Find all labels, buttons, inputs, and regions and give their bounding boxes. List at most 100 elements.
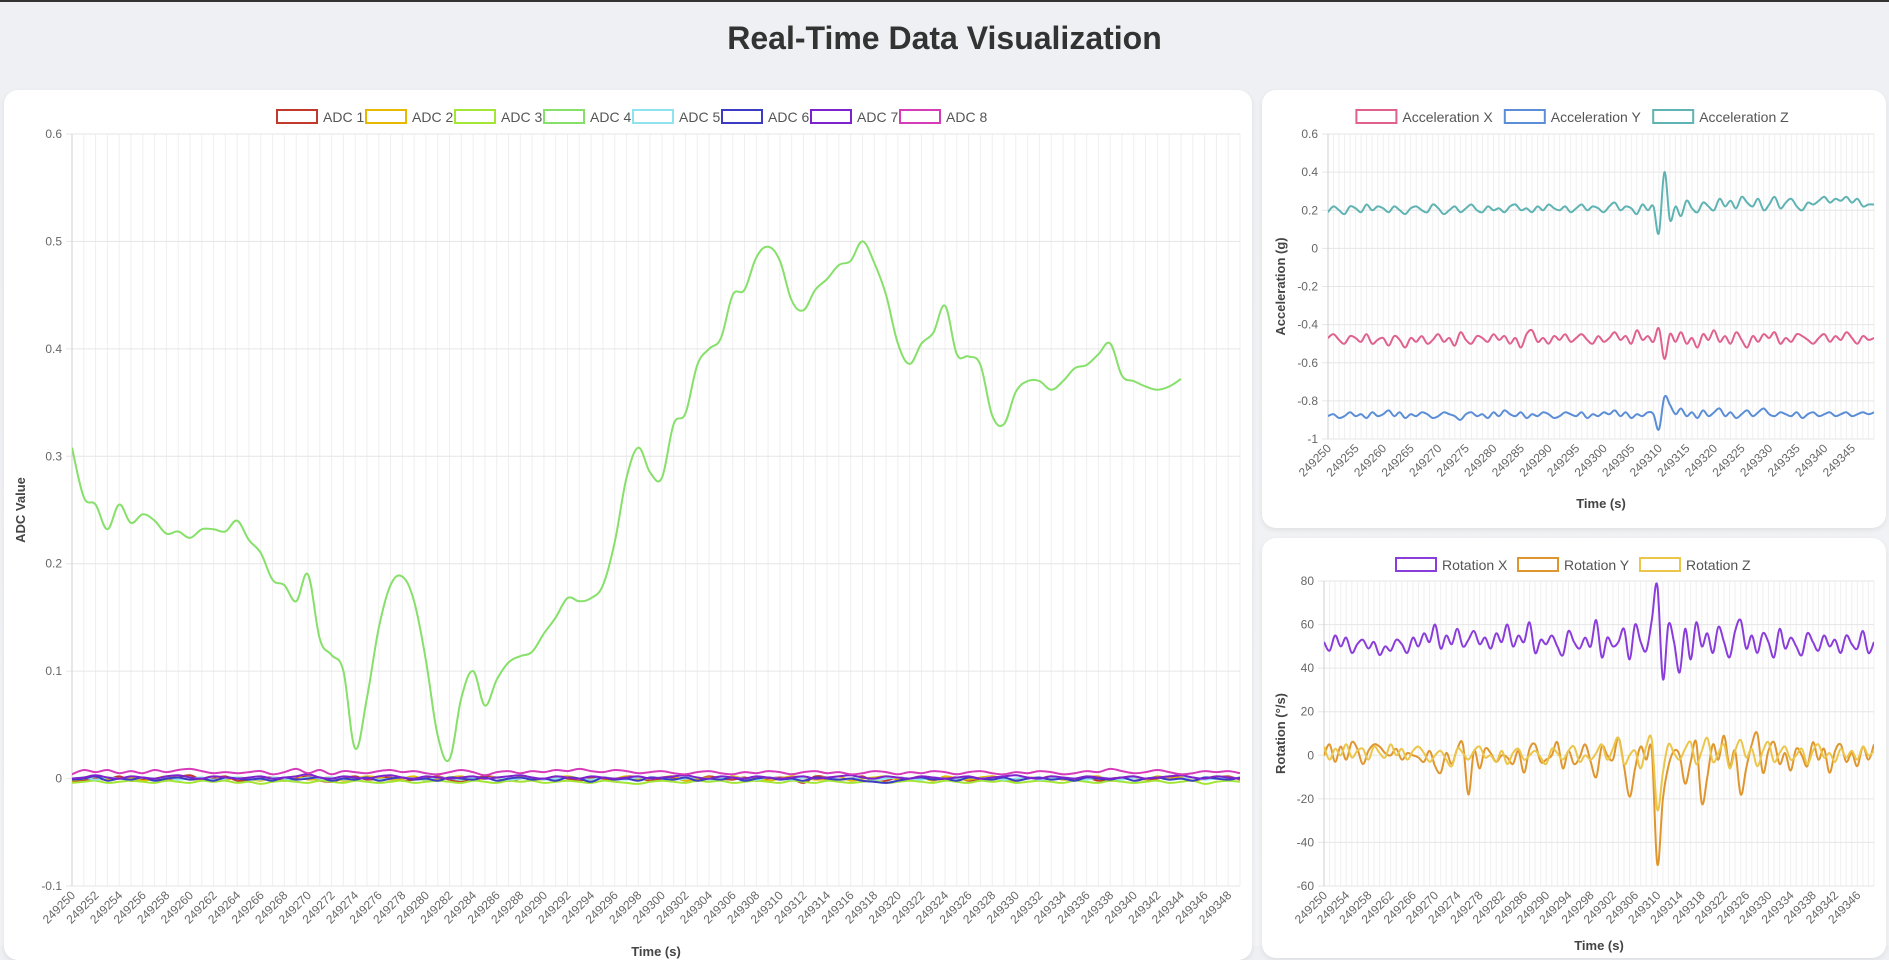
series-line: [72, 767, 1240, 777]
y-tick-labels: -60 -40 -20 0 20 40 60 80: [1297, 574, 1315, 893]
legend-label: Rotation Y: [1564, 557, 1630, 573]
series-line: [1324, 731, 1874, 866]
legend-swatch: [454, 109, 496, 124]
grid: [1318, 580, 1875, 887]
grid: [1322, 133, 1875, 440]
series-line: [1328, 327, 1874, 360]
x-tick-labels: 2492502492542492582492622492662492702492…: [1292, 888, 1864, 926]
legend-swatch: [899, 109, 941, 124]
y-tick-label: 0.4: [1301, 165, 1318, 179]
series-line: [1324, 582, 1874, 681]
rotation-chart-card: Rotation X Rotation Y Rotation Z 249250 2492…: [1262, 538, 1886, 958]
y-tick-label: 0.6: [1301, 127, 1318, 141]
series-lines: [1324, 582, 1874, 866]
series-line: [72, 240, 1182, 762]
series-lines: [1328, 171, 1874, 431]
acceleration-chart: Acceleration X Acceleration Y Acceleration…: [1273, 109, 1875, 511]
legend: ADC 1 ADC 2 ADC 3 ADC 4 ADC 5 ADC 6 ADC 7 ADC 8: [276, 109, 987, 125]
y-tick-label: -0.4: [1297, 318, 1318, 332]
legend-item[interactable]: Acceleration Y: [1503, 109, 1642, 125]
y-tick-label: -20: [1297, 792, 1315, 806]
legend-item[interactable]: Rotation Y: [1517, 557, 1630, 573]
legend-swatch: [810, 109, 852, 124]
legend-label: ADC 3: [501, 109, 542, 125]
page-title: Real-Time Data Visualization: [727, 20, 1162, 56]
legend-item[interactable]: Acceleration X: [1355, 109, 1493, 125]
legend: Rotation X Rotation Y Rotation Z: [1395, 557, 1751, 573]
legend-item[interactable]: ADC 8: [899, 109, 987, 125]
series-line: [72, 779, 1240, 785]
rotation-chart: Rotation X Rotation Y Rotation Z 2492502492…: [1273, 557, 1875, 953]
legend-item[interactable]: ADC 3: [454, 109, 542, 125]
y-tick-label: -0.8: [1297, 394, 1318, 408]
legend-item[interactable]: ADC 5: [632, 109, 720, 125]
y-tick-label: 0: [55, 772, 62, 786]
legend-swatch: [1355, 109, 1398, 124]
legend-swatch: [632, 109, 674, 124]
y-axis-title: ADC Value: [13, 477, 28, 543]
y-tick-label: -0.1: [41, 879, 62, 893]
y-tick-label: -1: [1307, 432, 1318, 446]
y-tick-label: 80: [1301, 574, 1315, 588]
y-axis-title: Rotation (°/s): [1273, 693, 1288, 774]
legend-item[interactable]: ADC 7: [810, 109, 898, 125]
y-tick-labels: -0.1 0 0.1 0.2 0.3 0.4 0.5 0.6: [41, 127, 62, 893]
x-tick-labels: 2492502492522492542492562492582492602492…: [40, 888, 1235, 926]
y-tick-label: 0: [1307, 748, 1314, 762]
legend-swatch: [365, 109, 407, 124]
adc-chart: ADC 1 ADC 2 ADC 3 ADC 4 ADC 5 ADC 6 ADC 7 ADC 8…: [13, 109, 1241, 959]
series-lines: [72, 240, 1240, 785]
legend-label: ADC 7: [857, 109, 898, 125]
adc-chart-card: ADC 1 ADC 2 ADC 3 ADC 4 ADC 5 ADC 6 ADC 7 ADC 8…: [4, 90, 1252, 960]
legend-label: Acceleration Z: [1699, 109, 1789, 125]
y-tick-label: 20: [1301, 705, 1315, 719]
legend-item[interactable]: ADC 2: [365, 109, 453, 125]
legend-swatch: [1395, 557, 1437, 572]
y-tick-label: 60: [1301, 618, 1315, 632]
y-tick-label: 0.1: [45, 664, 62, 678]
series-line: [1324, 734, 1874, 812]
x-axis-title: Time (s): [631, 944, 681, 959]
y-tick-label: 0.4: [45, 342, 62, 356]
y-tick-label: -60: [1297, 879, 1315, 893]
legend-item[interactable]: ADC 4: [543, 109, 631, 125]
legend-label: ADC 4: [590, 109, 631, 125]
legend-swatch: [1652, 109, 1695, 124]
legend-item[interactable]: Rotation Z: [1639, 557, 1751, 573]
y-tick-label: 0.6: [45, 127, 62, 141]
legend-swatch: [543, 109, 585, 124]
y-tick-label: 0.5: [45, 234, 62, 248]
series-line: [1328, 171, 1874, 235]
legend-swatch: [276, 109, 318, 124]
y-tick-labels: -1 -0.8 -0.6 -0.4 -0.2 0 0.2 0.4 0.6: [1297, 127, 1318, 446]
y-tick-label: 40: [1301, 661, 1315, 675]
legend-swatch: [721, 109, 763, 124]
y-tick-label: -40: [1297, 835, 1315, 849]
legend-label: Rotation X: [1442, 557, 1508, 573]
y-axis-title: Acceleration (g): [1273, 237, 1288, 335]
y-tick-label: 0.2: [45, 557, 62, 571]
legend-label: Acceleration Y: [1551, 109, 1642, 125]
legend-label: ADC 2: [412, 109, 453, 125]
series-line: [1328, 394, 1874, 431]
series-line: [72, 773, 1240, 780]
legend-label: ADC 8: [946, 109, 987, 125]
legend-item[interactable]: Acceleration Z: [1652, 109, 1789, 125]
legend: Acceleration X Acceleration Y Acceleration…: [1355, 109, 1789, 125]
legend-item[interactable]: ADC 6: [721, 109, 809, 125]
acceleration-chart-card: Acceleration X Acceleration Y Acceleration…: [1262, 90, 1886, 528]
y-tick-label: -0.2: [1297, 280, 1318, 294]
legend-item[interactable]: ADC 1: [276, 109, 364, 125]
legend-label: ADC 1: [323, 109, 364, 125]
legend-swatch: [1503, 109, 1546, 124]
legend-item[interactable]: Rotation X: [1395, 557, 1508, 573]
legend-label: ADC 5: [679, 109, 720, 125]
y-tick-label: 0.2: [1301, 203, 1318, 217]
legend-swatch: [1639, 557, 1681, 572]
legend-label: Rotation Z: [1686, 557, 1751, 573]
x-axis-title: Time (s): [1576, 496, 1626, 511]
legend-label: ADC 6: [768, 109, 809, 125]
legend-swatch: [1517, 557, 1559, 572]
legend-label: Acceleration X: [1402, 109, 1493, 125]
y-tick-label: 0.3: [45, 449, 62, 463]
